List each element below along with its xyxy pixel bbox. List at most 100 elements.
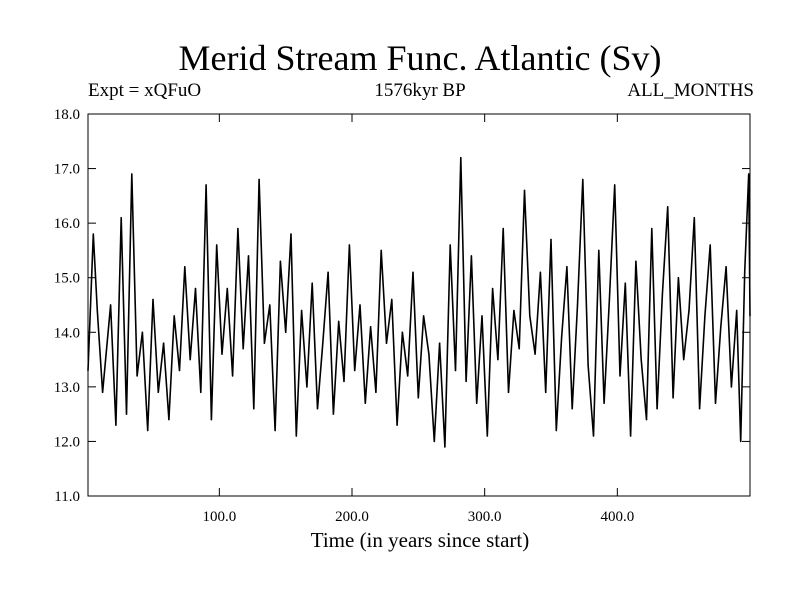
data-point — [640, 358, 642, 361]
data-point — [683, 358, 685, 361]
data-point — [748, 173, 750, 175]
data-point — [401, 331, 404, 333]
data-point — [444, 446, 446, 448]
data-point — [109, 304, 112, 306]
data-point — [603, 402, 605, 404]
data-point — [740, 440, 742, 443]
data-point — [720, 326, 722, 328]
data-point — [343, 380, 345, 383]
data-point — [518, 348, 520, 350]
data-point — [730, 386, 733, 388]
data-point — [576, 304, 579, 306]
y-tick-label: 12.0 — [54, 434, 80, 450]
data-point — [560, 337, 563, 339]
data-point — [348, 244, 351, 246]
x-axis-label: Time (in years since start) — [310, 528, 530, 552]
data-point — [677, 277, 680, 279]
data-point — [714, 402, 717, 404]
data-point — [428, 353, 430, 355]
data-point — [157, 391, 159, 393]
y-axis: 11.0 12.0 13.0 14.0 15.0 16.0 17.0 18.0 — [54, 107, 750, 505]
data-point — [449, 244, 451, 246]
months-label: ALL_MONTHS — [627, 80, 754, 101]
data-point — [396, 424, 398, 426]
data-point — [300, 309, 303, 312]
data-point — [253, 408, 255, 410]
data-point — [725, 266, 727, 268]
data-point — [736, 309, 738, 312]
data-point — [269, 304, 271, 306]
data-point — [141, 331, 144, 333]
data-point — [608, 298, 611, 301]
y-tick-label: 16.0 — [54, 216, 80, 232]
data-point — [87, 369, 89, 372]
data-point — [242, 348, 244, 350]
data-point — [338, 320, 340, 323]
data-point — [656, 408, 658, 410]
data-point — [221, 353, 223, 355]
data-point — [417, 397, 419, 399]
data-point — [614, 184, 616, 186]
data-point — [688, 309, 690, 312]
y-tick-label: 17.0 — [54, 162, 80, 178]
data-point — [624, 282, 626, 284]
data-point — [422, 315, 425, 317]
data-point — [391, 298, 393, 301]
data-point — [258, 178, 260, 181]
data-point — [162, 342, 165, 344]
data-point — [412, 271, 414, 273]
data-point — [529, 315, 531, 317]
y-tick-label: 18.0 — [54, 107, 80, 123]
data-point — [184, 266, 186, 268]
x-axis: 100.0 200.0 300.0 400.0 — [202, 114, 634, 525]
data-point — [96, 309, 99, 312]
data-point — [651, 227, 653, 230]
data-point — [513, 309, 515, 312]
data-point — [465, 380, 467, 383]
data-point — [316, 408, 319, 410]
data-point — [550, 238, 552, 241]
y-tick-label: 15.0 — [54, 271, 80, 287]
data-point — [661, 293, 664, 295]
data-point — [491, 287, 494, 290]
data-point — [438, 342, 441, 344]
data-point — [672, 397, 674, 399]
x-tick-label: 200.0 — [335, 509, 369, 525]
experiment-label: Expt = xQFuO — [88, 80, 202, 101]
data-point — [667, 206, 669, 208]
x-tick-label: 300.0 — [468, 509, 502, 525]
data-point — [290, 233, 292, 235]
data-point — [295, 435, 297, 437]
data-point — [200, 391, 202, 393]
data-point — [359, 304, 361, 306]
data-point — [332, 413, 335, 415]
data-point — [497, 358, 499, 361]
data-point — [306, 386, 308, 388]
series-group — [87, 156, 751, 448]
data-point — [120, 217, 122, 219]
data-point — [635, 260, 637, 262]
data-point — [92, 233, 95, 235]
data-point — [369, 326, 372, 328]
data-point — [704, 315, 706, 317]
data-point — [587, 364, 589, 366]
data-point — [486, 435, 488, 437]
data-point — [698, 408, 701, 410]
data-point — [619, 375, 621, 377]
data-point — [152, 298, 154, 301]
data-point — [210, 418, 213, 421]
data-point — [476, 402, 478, 404]
period-label: 1576kyr BP — [374, 80, 466, 101]
data-point — [693, 217, 695, 219]
y-tick-label: 13.0 — [54, 380, 80, 396]
data-point — [136, 375, 138, 377]
data-point — [598, 249, 600, 252]
data-point — [375, 391, 377, 393]
data-point — [322, 342, 324, 344]
data-point — [205, 184, 207, 186]
data-point — [454, 369, 457, 372]
data-point — [101, 391, 104, 393]
y-tick-label: 14.0 — [54, 325, 80, 341]
data-point — [194, 287, 197, 290]
